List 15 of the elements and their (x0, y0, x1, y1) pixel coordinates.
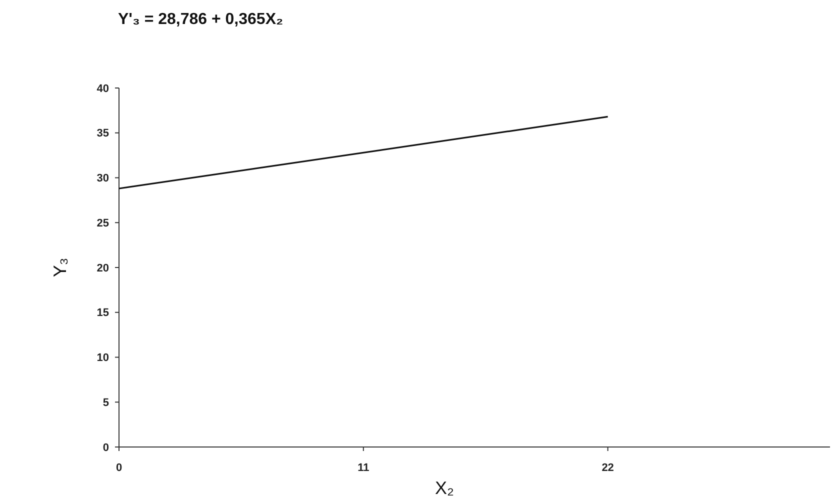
y-tick-label: 15 (96, 307, 109, 320)
x-tick-label: 11 (358, 462, 370, 474)
y-tick-label: 10 (96, 352, 109, 364)
x-tick-label: 22 (602, 462, 614, 474)
y-tick-label: 0 (102, 442, 109, 454)
y-tick-label: 30 (96, 172, 109, 185)
y-tick-label: 25 (96, 217, 109, 230)
chart-title: Y'₃ = 28,786 + 0,365X₂ (118, 11, 284, 28)
y-tick-label: 40 (96, 82, 109, 95)
y-tick-label: 20 (96, 262, 109, 274)
y-tick-label: 5 (102, 396, 109, 409)
y-tick-label: 35 (96, 128, 109, 140)
x-tick-label: 0 (116, 462, 122, 474)
x-axis-title: X₂ (435, 478, 454, 498)
y-axis-title: Y₃ (50, 258, 70, 278)
